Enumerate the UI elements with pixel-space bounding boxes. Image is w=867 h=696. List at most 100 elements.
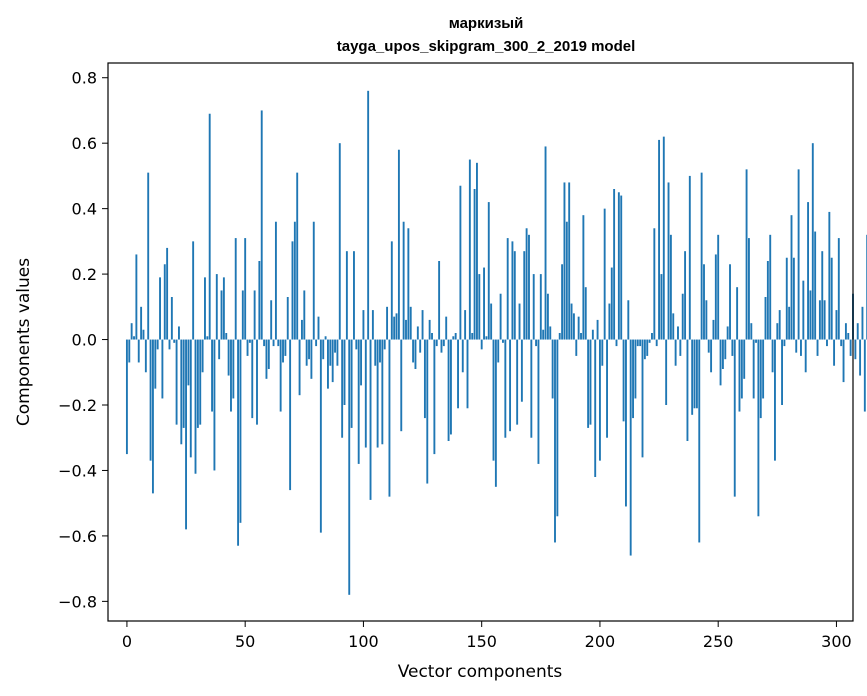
bar-103: [369, 339, 372, 500]
bar-6: [140, 306, 143, 340]
bar-255: [729, 264, 731, 340]
bar-159: [502, 339, 504, 343]
bar-15: [161, 339, 164, 399]
bar-179: [549, 326, 552, 340]
bar-284: [797, 169, 800, 340]
bar-151: [483, 267, 485, 340]
x-tick-label: 150: [466, 632, 497, 651]
bar-247: [710, 339, 713, 373]
bar-127: [426, 339, 429, 484]
bar-9: [147, 172, 150, 340]
bar-72: [296, 172, 299, 340]
bar-95: [350, 339, 353, 428]
bar-30: [196, 339, 199, 428]
bar-218: [641, 339, 644, 458]
bar-38: [215, 274, 218, 340]
bar-3: [133, 336, 135, 340]
y-tick-label: 0.4: [72, 200, 97, 219]
bar-61: [270, 300, 273, 340]
bar-23: [180, 339, 183, 445]
bar-198: [594, 339, 597, 477]
bar-271: [766, 261, 769, 340]
bar-135: [445, 316, 448, 340]
bar-220: [646, 339, 649, 356]
bar-112: [390, 241, 393, 340]
bar-195: [587, 339, 590, 428]
bar-308: [854, 339, 857, 360]
bar-185: [563, 182, 566, 340]
bar-26: [187, 339, 190, 386]
bar-58: [263, 339, 266, 347]
bar-150: [480, 339, 483, 350]
bar-160: [504, 339, 507, 438]
y-tick-label: 0.2: [72, 265, 97, 284]
bar-189: [572, 313, 575, 340]
bar-33: [204, 277, 206, 340]
bar-312: [863, 339, 866, 412]
bar-47: [237, 339, 240, 546]
bar-132: [438, 261, 441, 340]
bar-101: [364, 339, 367, 448]
bar-11: [151, 339, 154, 494]
bar-121: [412, 339, 415, 363]
bar-80: [315, 339, 318, 347]
bar-49: [241, 290, 244, 340]
x-tick-label: 50: [235, 632, 255, 651]
bar-154: [490, 303, 493, 340]
bar-310: [859, 339, 862, 376]
bar-114: [395, 313, 398, 340]
bar-239: [691, 339, 694, 415]
bar-62: [272, 339, 275, 347]
bar-125: [421, 310, 424, 340]
bar-74: [300, 319, 303, 340]
bar-238: [688, 175, 691, 340]
bar-111: [388, 339, 391, 497]
bar-83: [322, 339, 325, 360]
bar-293: [818, 300, 821, 340]
bar-268: [759, 339, 762, 419]
bar-202: [603, 208, 606, 340]
bar-14: [159, 277, 161, 340]
bar-76: [305, 339, 308, 366]
bar-188: [570, 303, 573, 340]
bar-88: [334, 339, 336, 353]
bar-32: [201, 339, 204, 373]
bar-143: [464, 310, 467, 340]
bar-279: [785, 257, 788, 340]
bar-124: [419, 339, 422, 353]
bar-213: [629, 339, 632, 556]
bar-148: [476, 162, 478, 340]
bar-197: [591, 329, 594, 340]
bar-102: [367, 90, 370, 340]
bar-267: [757, 339, 760, 517]
bar-53: [251, 339, 254, 419]
bar-303: [842, 339, 845, 383]
bar-152: [485, 336, 488, 340]
bar-242: [698, 339, 701, 543]
bar-187: [568, 182, 571, 340]
bar-133: [440, 339, 443, 353]
bar-229: [667, 182, 670, 340]
bar-24: [182, 339, 185, 428]
bar-231: [672, 313, 675, 340]
bar-29: [194, 339, 197, 474]
bar-206: [613, 189, 616, 340]
bar-173: [535, 339, 538, 347]
bar-277: [781, 339, 783, 405]
bar-167: [520, 339, 523, 402]
bar-41: [222, 277, 225, 340]
bar-300: [835, 310, 838, 340]
bar-57: [260, 110, 263, 340]
bar-264: [750, 323, 753, 340]
bar-147: [473, 189, 476, 340]
bar-97: [355, 339, 358, 350]
bar-168: [523, 251, 526, 340]
bar-235: [681, 293, 684, 340]
bar-207: [615, 339, 618, 347]
bar-75: [303, 290, 306, 340]
bar-223: [653, 228, 656, 340]
bar-251: [719, 339, 722, 386]
bar-158: [499, 293, 502, 340]
bar-51: [246, 339, 249, 356]
bar-5: [137, 339, 140, 363]
